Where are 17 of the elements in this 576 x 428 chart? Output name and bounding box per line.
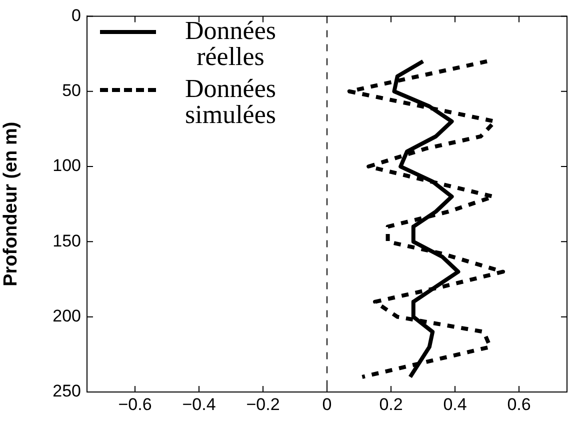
- y-axis-title: Profondeur (en m): [0, 122, 22, 286]
- x-tick-label: 0.2: [379, 394, 403, 414]
- y-tick-label: 250: [52, 382, 81, 401]
- legend-label: Données réelles: [184, 16, 277, 71]
- x-tick-label: 0: [322, 394, 332, 414]
- line-series: [347, 59, 505, 379]
- y-tick-label: 200: [52, 306, 81, 326]
- x-tick-label: 0.6: [507, 394, 531, 414]
- x-tick-label: 0.4: [443, 394, 467, 414]
- y-tick-label: 150: [52, 231, 81, 250]
- x-tick-label: −0.2: [246, 394, 280, 414]
- y-tick-label: 100: [52, 156, 81, 176]
- x-tick-label: −0.6: [118, 394, 152, 414]
- y-tick-label: 50: [62, 81, 81, 100]
- legend-label: Données simulées: [184, 74, 277, 129]
- x-tick-label: −0.4: [182, 394, 216, 414]
- y-tick-label: 0: [72, 6, 81, 25]
